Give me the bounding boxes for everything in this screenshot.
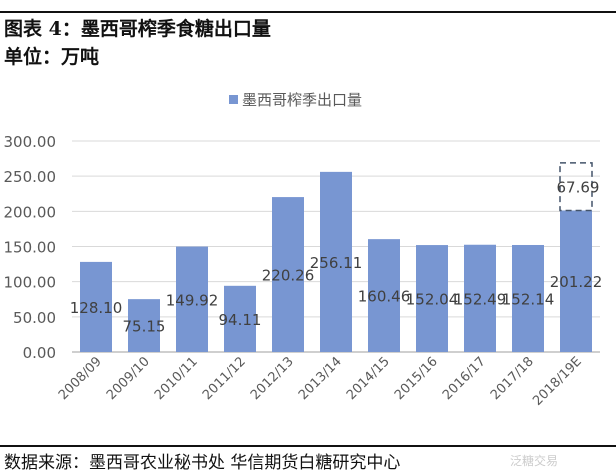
bar <box>128 299 160 352</box>
watermark: 泛糖交易 <box>510 454 559 468</box>
data-label: 256.11 <box>310 254 363 272</box>
x-tick-label: 2013/14 <box>296 354 345 403</box>
x-tick-label: 2016/17 <box>440 354 489 403</box>
x-tick-label: 2008/09 <box>56 354 105 403</box>
y-tick-label: 250.00 <box>4 168 57 186</box>
bar <box>560 210 592 352</box>
y-tick-label: 150.00 <box>4 239 57 257</box>
bar <box>272 197 304 352</box>
bar <box>176 246 208 352</box>
x-tick-label: 2014/15 <box>344 354 393 403</box>
x-tick-label: 2011/12 <box>200 354 249 403</box>
data-label: 128.10 <box>70 299 123 317</box>
data-label: 160.46 <box>358 288 411 306</box>
x-tick-label: 2012/13 <box>248 354 297 403</box>
bar <box>224 285 256 352</box>
data-label: 201.22 <box>550 273 603 291</box>
forecast-bar <box>559 162 593 212</box>
y-tick-label: 300.00 <box>4 133 57 151</box>
y-tick-label: 100.00 <box>4 274 57 292</box>
figure-title: 图表 4：墨西哥榨季食糖出口量 <box>4 18 271 40</box>
bar <box>416 245 448 352</box>
bar <box>320 171 352 352</box>
data-label: 149.92 <box>166 291 219 309</box>
unit-label: 单位：万吨 <box>4 46 100 68</box>
legend-swatch <box>229 95 238 104</box>
data-label: 75.15 <box>123 318 166 336</box>
y-tick-label: 200.00 <box>4 203 57 221</box>
data-label: 152.49 <box>454 290 507 308</box>
bar-chart: 0.00 50.00 100.00 150.00 200.00 250.00 300.00 墨… <box>4 91 603 409</box>
y-tick-label: 0.00 <box>23 344 56 362</box>
data-label: 94.11 <box>219 311 262 329</box>
bar <box>80 261 112 352</box>
x-tick-label: 2009/10 <box>104 354 153 403</box>
forecast-label: 67.69 <box>557 179 600 197</box>
bar <box>368 239 400 352</box>
data-label: 220.26 <box>262 267 315 285</box>
bar <box>512 244 544 352</box>
top-rule <box>0 11 616 13</box>
source-note: 数据来源：墨西哥农业秘书处 华信期货白糖研究中心 <box>4 453 401 473</box>
bar <box>464 244 496 352</box>
data-label: 152.14 <box>502 290 555 308</box>
data-label: 152.04 <box>406 291 459 309</box>
legend-label: 墨西哥榨季出口量 <box>242 91 362 109</box>
x-tick-label: 2015/16 <box>392 354 441 403</box>
bottom-rule <box>0 445 616 447</box>
x-tick-label: 2018/19E <box>530 354 585 409</box>
x-tick-label: 2017/18 <box>488 354 537 403</box>
y-tick-label: 50.00 <box>13 309 56 327</box>
x-tick-label: 2010/11 <box>152 354 201 403</box>
